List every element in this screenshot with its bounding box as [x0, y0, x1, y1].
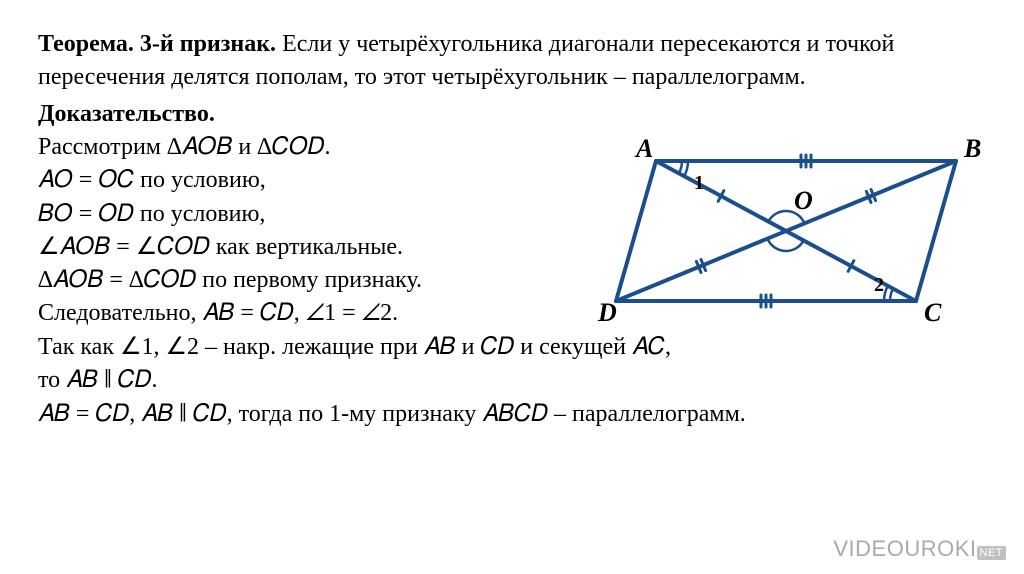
- proof-body: Рассмотрим ∆𝐴𝑂𝐵 и ∆𝐶𝑂𝐷. 𝐴𝑂 = 𝑂𝐶 по услов…: [38, 131, 986, 331]
- watermark: VIDEOUROKINET: [833, 534, 1006, 564]
- theorem-title: Теорема. 3-й признак.: [38, 31, 276, 57]
- theorem-block: Теорема. 3-й признак. Если у четырёхугол…: [38, 28, 986, 94]
- watermark-suffix: NET: [977, 546, 1007, 560]
- proof-line-4: ∆𝐴𝑂𝐵 = ∆𝐶𝑂𝐷 по первому признаку.: [38, 264, 566, 297]
- parallelogram-diagram: A B C D O 1 2: [566, 131, 986, 331]
- proof-line-1: 𝐴𝑂 = 𝑂𝐶 по условию,: [38, 164, 566, 197]
- svg-text:2: 2: [874, 274, 884, 296]
- proof-line-8: 𝐴𝐵 = 𝐶𝐷, 𝐴𝐵 ∥ 𝐶𝐷, тогда по 1-му признаку…: [38, 398, 986, 431]
- svg-text:1: 1: [694, 172, 704, 194]
- proof-line-6: Так как ∠1, ∠2 – накр. лежащие при 𝐴𝐵 и …: [38, 331, 986, 364]
- svg-text:B: B: [963, 134, 981, 163]
- svg-text:D: D: [597, 298, 617, 327]
- svg-text:A: A: [634, 134, 653, 163]
- svg-text:C: C: [924, 298, 942, 327]
- proof-line-3: ∠𝐴𝑂𝐵 = ∠𝐶𝑂𝐷 как вертикальные.: [38, 231, 566, 264]
- proof-line-0: Рассмотрим ∆𝐴𝑂𝐵 и ∆𝐶𝑂𝐷.: [38, 131, 566, 164]
- watermark-brand: VIDEOUROKI: [833, 536, 976, 561]
- proof-line-2: 𝐵𝑂 = 𝑂𝐷 по условию,: [38, 198, 566, 231]
- proof-line-5: Следовательно, 𝐴𝐵 = 𝐶𝐷, ∠1 = ∠2.: [38, 297, 566, 330]
- proof-header: Доказательство.: [38, 98, 986, 131]
- proof-text: Рассмотрим ∆𝐴𝑂𝐵 и ∆𝐶𝑂𝐷. 𝐴𝑂 = 𝑂𝐶 по услов…: [38, 131, 566, 330]
- proof-line-7: то 𝐴𝐵 ∥ 𝐶𝐷.: [38, 364, 986, 397]
- proof-continuation: Так как ∠1, ∠2 – накр. лежащие при 𝐴𝐵 и …: [38, 331, 986, 430]
- svg-text:O: O: [794, 186, 813, 215]
